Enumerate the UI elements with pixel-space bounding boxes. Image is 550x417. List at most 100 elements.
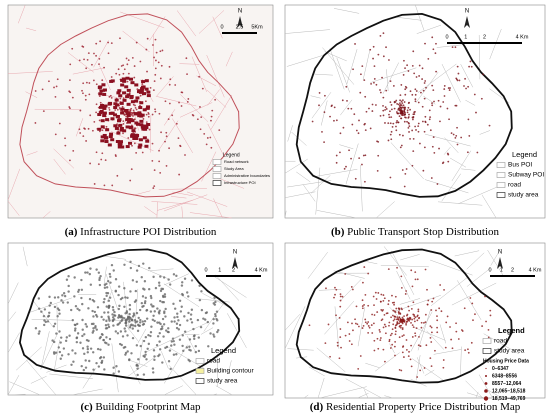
map-point — [417, 308, 420, 311]
map-point — [474, 313, 476, 316]
map-point — [361, 299, 364, 302]
road — [149, 16, 166, 41]
road — [380, 265, 429, 268]
map-point — [103, 184, 106, 187]
map-point — [456, 126, 458, 129]
map-point — [123, 327, 126, 330]
road — [207, 89, 220, 106]
map-point — [355, 305, 358, 308]
map-point — [361, 307, 364, 310]
map-point — [446, 107, 449, 110]
map-point — [121, 335, 125, 338]
map-point — [414, 98, 417, 101]
map-point — [404, 293, 407, 295]
map-point — [48, 311, 51, 314]
map-point — [400, 100, 403, 103]
map-point — [395, 121, 398, 124]
map-point — [352, 68, 354, 71]
road — [284, 191, 316, 198]
map-point — [422, 89, 425, 92]
map-point — [209, 136, 212, 139]
map-point — [364, 122, 366, 125]
map-point — [433, 151, 436, 154]
map-point — [58, 350, 62, 354]
map-point — [105, 125, 108, 128]
map-point — [57, 346, 60, 349]
map-point — [71, 349, 74, 352]
map-point — [119, 330, 123, 333]
map-point — [108, 95, 111, 98]
map-point — [97, 163, 100, 166]
map-point — [344, 273, 347, 275]
map-point — [89, 283, 93, 286]
map-point — [48, 295, 51, 299]
map-point — [382, 348, 385, 351]
map-point — [134, 106, 137, 109]
map-point — [44, 320, 47, 324]
map-point — [455, 104, 458, 107]
map-point — [390, 316, 392, 319]
map-point — [100, 315, 103, 319]
map-point — [160, 327, 164, 330]
map-point — [67, 353, 70, 356]
poi-cluster — [102, 106, 107, 110]
map-point — [397, 121, 400, 124]
map-point — [80, 288, 84, 292]
map-point — [398, 308, 401, 311]
map-point — [384, 122, 386, 124]
map-point — [154, 73, 157, 76]
map-point — [183, 315, 186, 318]
road — [425, 133, 471, 147]
poi-cluster — [116, 131, 121, 135]
map-point — [122, 120, 125, 122]
map-point — [377, 140, 380, 143]
map-point — [108, 304, 111, 308]
map-point — [218, 129, 221, 132]
road — [451, 150, 472, 181]
map-point — [158, 348, 162, 351]
map-point — [154, 110, 157, 113]
map-point — [362, 281, 364, 284]
map-point — [113, 310, 116, 314]
road — [46, 364, 67, 373]
road — [417, 309, 431, 351]
map-point — [395, 307, 398, 310]
map-point — [455, 322, 457, 325]
map-point — [359, 91, 362, 94]
map-point — [105, 286, 109, 289]
map-point — [116, 332, 120, 335]
map-point — [153, 185, 156, 188]
road — [329, 48, 345, 90]
poi-cluster — [130, 119, 135, 123]
poi-cluster — [100, 139, 105, 143]
poi-cluster — [126, 112, 131, 116]
road — [391, 250, 415, 295]
map-point — [412, 326, 415, 329]
map-point — [161, 317, 165, 321]
map-point — [442, 101, 445, 103]
map-point — [145, 358, 148, 361]
map-point — [373, 81, 375, 84]
map-point — [193, 337, 196, 341]
map-point — [89, 267, 92, 270]
map-point — [100, 361, 103, 364]
map-point — [140, 276, 143, 279]
map-point — [391, 328, 394, 331]
map-point — [135, 108, 138, 111]
map-point — [127, 108, 130, 111]
road — [315, 167, 321, 215]
map-point — [365, 110, 368, 113]
map-point — [119, 37, 121, 40]
map-point — [410, 321, 412, 324]
road — [228, 360, 232, 372]
map-point — [414, 88, 417, 91]
map-point — [210, 119, 212, 122]
map-point — [111, 316, 115, 319]
road — [389, 343, 395, 354]
map-point — [406, 64, 409, 67]
map-point — [414, 332, 417, 335]
map-point — [423, 82, 426, 84]
map-point — [81, 334, 84, 338]
road — [227, 313, 247, 348]
poi-cluster — [98, 92, 103, 96]
